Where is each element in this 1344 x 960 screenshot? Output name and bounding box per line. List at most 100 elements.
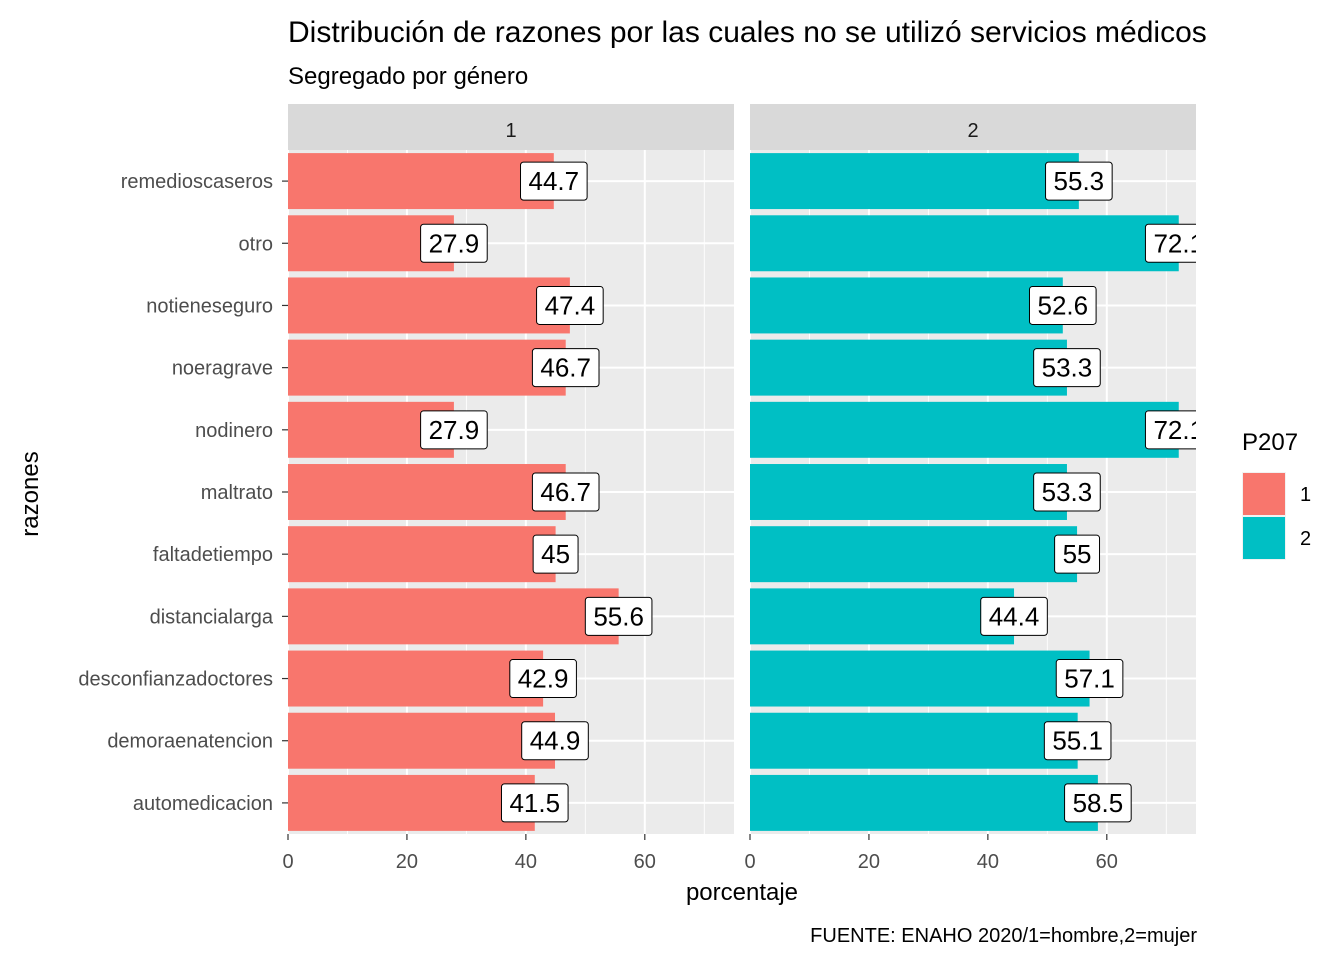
data-label-box [531,348,600,388]
bar [750,277,1063,334]
y-tick-label: automedicacion [133,793,273,815]
data-label-value: 55 [1063,539,1092,569]
data-label: 44.7 [520,161,588,201]
y-tick-label: faltadetiempo [153,544,273,566]
bar [288,650,544,707]
data-label-box [531,472,600,512]
data-label-box [420,410,488,450]
legend-item-1: 1 [1242,472,1311,516]
legend-key-swatch [1243,473,1285,515]
data-label-value: 46.7 [540,477,591,507]
data-label-value: 41.5 [509,788,560,818]
data-label-value: 57.1 [1064,664,1115,694]
data-label-value: 27.9 [429,415,480,445]
y-tick-label: desconfianzadoctores [78,669,273,691]
legend-title: P207 [1242,429,1298,456]
data-label: 55 [1054,534,1101,574]
plot-area: 144.727.947.446.727.946.74555.642.944.94… [78,104,1204,873]
bar [750,464,1067,520]
bar [750,339,1067,396]
y-tick-label: nodinero [195,420,273,442]
data-label: 42.9 [509,659,577,699]
bar [288,153,554,210]
y-tick-label: remedioscaseros [121,171,273,193]
x-tick-label: 20 [858,851,880,873]
chart-subtitle: Segregado por género [288,63,528,90]
data-label-box [1033,472,1101,512]
data-label-value: 47.4 [545,290,596,320]
data-label-box [1054,534,1101,574]
bar [750,650,1090,707]
data-label-value: 58.5 [1073,788,1124,818]
data-label: 53.3 [1033,348,1101,388]
data-label-box [500,783,569,823]
bar [750,588,1015,645]
data-label-box [584,596,653,636]
data-label-value: 52.6 [1037,290,1088,320]
data-label: 72.1 [1144,223,1204,263]
x-tick-label: 0 [282,851,293,873]
data-label-box [521,721,589,761]
data-label-box [1045,161,1113,201]
data-label: 47.4 [536,285,604,325]
y-tick-label: notieneseguro [146,295,273,317]
data-label-value: 44.9 [530,726,581,756]
data-label-value: 53.3 [1042,353,1093,383]
data-label-box [1144,410,1196,450]
legend-item-2: 2 [1242,516,1311,560]
data-label-box [980,596,1048,636]
y-tick-label: otro [239,233,273,255]
data-label: 45 [532,534,579,574]
data-label-value: 55.3 [1054,166,1105,196]
data-label-box [420,223,488,263]
data-label: 46.7 [531,348,600,388]
bar [288,464,566,520]
caption: FUENTE: ENAHO 2020/1=hombre,2=mujer [810,925,1197,947]
data-label: 53.3 [1033,472,1101,512]
data-label: 44.9 [521,721,589,761]
bar [750,712,1078,769]
bar [288,712,556,769]
bar [288,339,566,396]
data-label-value: 55.1 [1052,726,1103,756]
data-label-box [1043,721,1112,761]
y-tick-label: demoraenatencion [107,731,273,753]
y-tick-label: distancialarga [150,606,274,628]
x-tick-label: 60 [1096,851,1118,873]
x-tick-label: 20 [396,851,418,873]
bar [288,588,619,645]
x-axis-title: porcentaje [686,879,798,906]
data-label-value: 45 [541,539,570,569]
data-label-box [1033,348,1101,388]
y-tick-label: noeragrave [172,358,273,380]
bar [750,526,1078,583]
bar [288,774,535,831]
data-label-box [509,659,577,699]
data-label-box [1064,783,1132,823]
facet-strip [288,104,734,150]
data-label-value: 72.1 [1153,228,1204,258]
legend-label: 1 [1300,484,1311,506]
legend: P207 1 2 [1242,429,1311,560]
data-label-box [1055,659,1124,699]
x-tick-label: 0 [744,851,755,873]
data-label-value: 46.7 [540,353,591,383]
data-label-box [1028,285,1097,325]
data-labels: 44.7 27.9 47.4 46.7 27.9 46.7 45 55.6 42.9 44.9 41… [420,161,653,823]
data-label: 58.5 [1064,783,1132,823]
bar [288,277,570,334]
y-tick-label: maltrato [201,482,273,504]
bar [750,401,1179,458]
facet-strip-label: 2 [967,120,978,142]
x-tick-label: 40 [977,851,999,873]
legend-label: 2 [1300,528,1311,550]
y-axis: remedioscaseros otro notieneseguro noeragra… [78,171,288,815]
facet-strip-label: 1 [505,120,516,142]
y-axis-title: razones [17,451,44,536]
data-label-box [536,285,604,325]
data-label: 46.7 [531,472,600,512]
bar [750,215,1179,272]
data-label-box [1144,223,1196,263]
data-label: 41.5 [500,783,569,823]
